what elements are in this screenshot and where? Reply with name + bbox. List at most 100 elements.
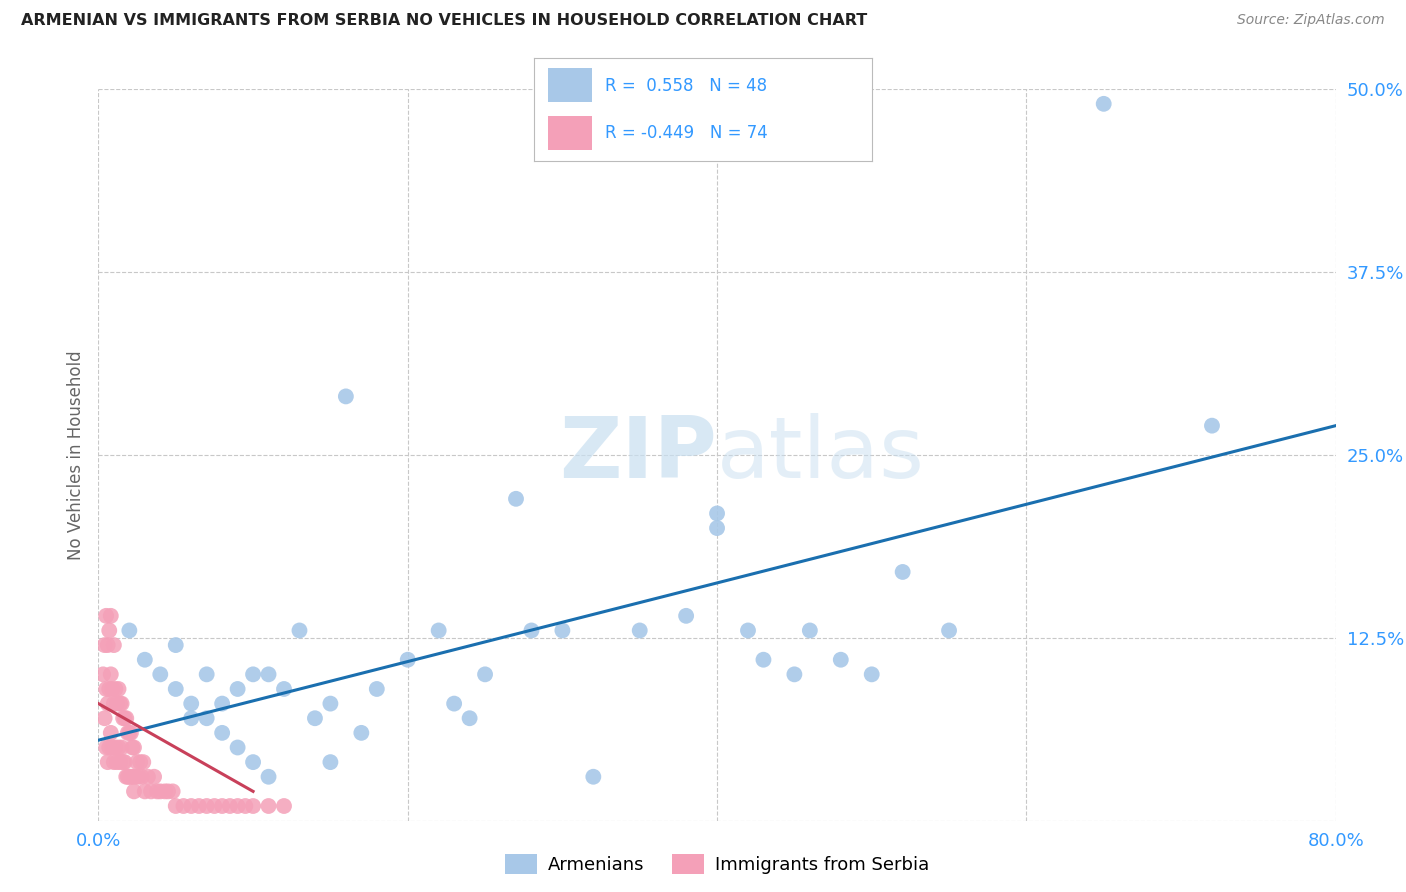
Point xyxy=(195,799,218,814)
Point xyxy=(233,799,257,814)
Point xyxy=(505,491,527,506)
Point xyxy=(120,726,142,740)
Point xyxy=(121,770,143,784)
Point xyxy=(860,667,883,681)
Point xyxy=(117,726,139,740)
Point xyxy=(124,770,146,784)
Point xyxy=(129,755,152,769)
Point xyxy=(204,799,226,814)
Legend: Armenians, Immigrants from Serbia: Armenians, Immigrants from Serbia xyxy=(498,847,936,881)
Point xyxy=(91,667,114,681)
Point xyxy=(319,755,342,769)
Point xyxy=(157,784,180,798)
Point xyxy=(121,740,143,755)
Point xyxy=(396,653,419,667)
Point xyxy=(105,755,128,769)
Text: Source: ZipAtlas.com: Source: ZipAtlas.com xyxy=(1237,13,1385,28)
Point xyxy=(122,784,145,798)
Point xyxy=(118,624,141,638)
Point xyxy=(131,770,153,784)
FancyBboxPatch shape xyxy=(548,117,592,150)
Point xyxy=(108,697,131,711)
Text: R = -0.449   N = 74: R = -0.449 N = 74 xyxy=(605,124,768,142)
Point xyxy=(257,799,280,814)
Point xyxy=(211,726,233,740)
Point xyxy=(582,770,605,784)
Point xyxy=(97,755,120,769)
Point xyxy=(112,755,135,769)
Point xyxy=(443,697,465,711)
Point xyxy=(891,565,914,579)
Point xyxy=(103,697,125,711)
Point xyxy=(97,697,120,711)
Point xyxy=(335,389,357,403)
Point xyxy=(242,667,264,681)
Point xyxy=(1092,96,1115,111)
Point xyxy=(115,711,138,725)
Point xyxy=(350,726,373,740)
Point xyxy=(114,711,136,725)
Point xyxy=(799,624,821,638)
Point xyxy=(96,681,118,696)
Point xyxy=(105,697,128,711)
Point xyxy=(195,711,218,725)
Point xyxy=(706,507,728,521)
Text: ARMENIAN VS IMMIGRANTS FROM SERBIA NO VEHICLES IN HOUSEHOLD CORRELATION CHART: ARMENIAN VS IMMIGRANTS FROM SERBIA NO VE… xyxy=(21,13,868,29)
Point xyxy=(1201,418,1223,433)
Point xyxy=(162,784,184,798)
Point xyxy=(520,624,543,638)
Point xyxy=(103,755,125,769)
Point xyxy=(114,755,136,769)
Point xyxy=(111,697,132,711)
Point xyxy=(96,740,118,755)
Point xyxy=(172,799,194,814)
Point xyxy=(112,711,135,725)
Point xyxy=(165,638,187,652)
Point xyxy=(226,799,249,814)
Point xyxy=(143,770,166,784)
Point xyxy=(149,667,172,681)
Point xyxy=(474,667,496,681)
Point xyxy=(101,681,124,696)
Point xyxy=(100,726,122,740)
Point xyxy=(752,653,775,667)
Point xyxy=(180,697,202,711)
Point xyxy=(226,681,249,696)
Point xyxy=(211,697,233,711)
Point xyxy=(242,755,264,769)
Text: ZIP: ZIP xyxy=(560,413,717,497)
Point xyxy=(219,799,242,814)
Point xyxy=(118,770,141,784)
Point xyxy=(211,799,233,814)
Point xyxy=(103,638,125,652)
Point xyxy=(153,784,176,798)
Point xyxy=(122,740,145,755)
Y-axis label: No Vehicles in Household: No Vehicles in Household xyxy=(66,350,84,560)
Point xyxy=(675,608,697,623)
Point xyxy=(226,740,249,755)
Point xyxy=(115,770,138,784)
Point xyxy=(427,624,450,638)
Point xyxy=(101,740,124,755)
Point xyxy=(100,667,122,681)
Point xyxy=(134,653,156,667)
Point xyxy=(273,799,295,814)
Point xyxy=(938,624,960,638)
Point xyxy=(118,726,141,740)
Point xyxy=(132,755,155,769)
Point xyxy=(195,667,218,681)
Point xyxy=(242,799,264,814)
FancyBboxPatch shape xyxy=(548,69,592,102)
Point xyxy=(98,624,121,638)
Point xyxy=(128,770,150,784)
Point xyxy=(97,638,120,652)
Point xyxy=(96,608,118,623)
Point xyxy=(551,624,574,638)
Point xyxy=(117,770,139,784)
Point xyxy=(139,784,162,798)
Point xyxy=(257,770,280,784)
Point xyxy=(165,799,187,814)
Text: atlas: atlas xyxy=(717,413,925,497)
Point xyxy=(136,770,159,784)
Point xyxy=(706,521,728,535)
